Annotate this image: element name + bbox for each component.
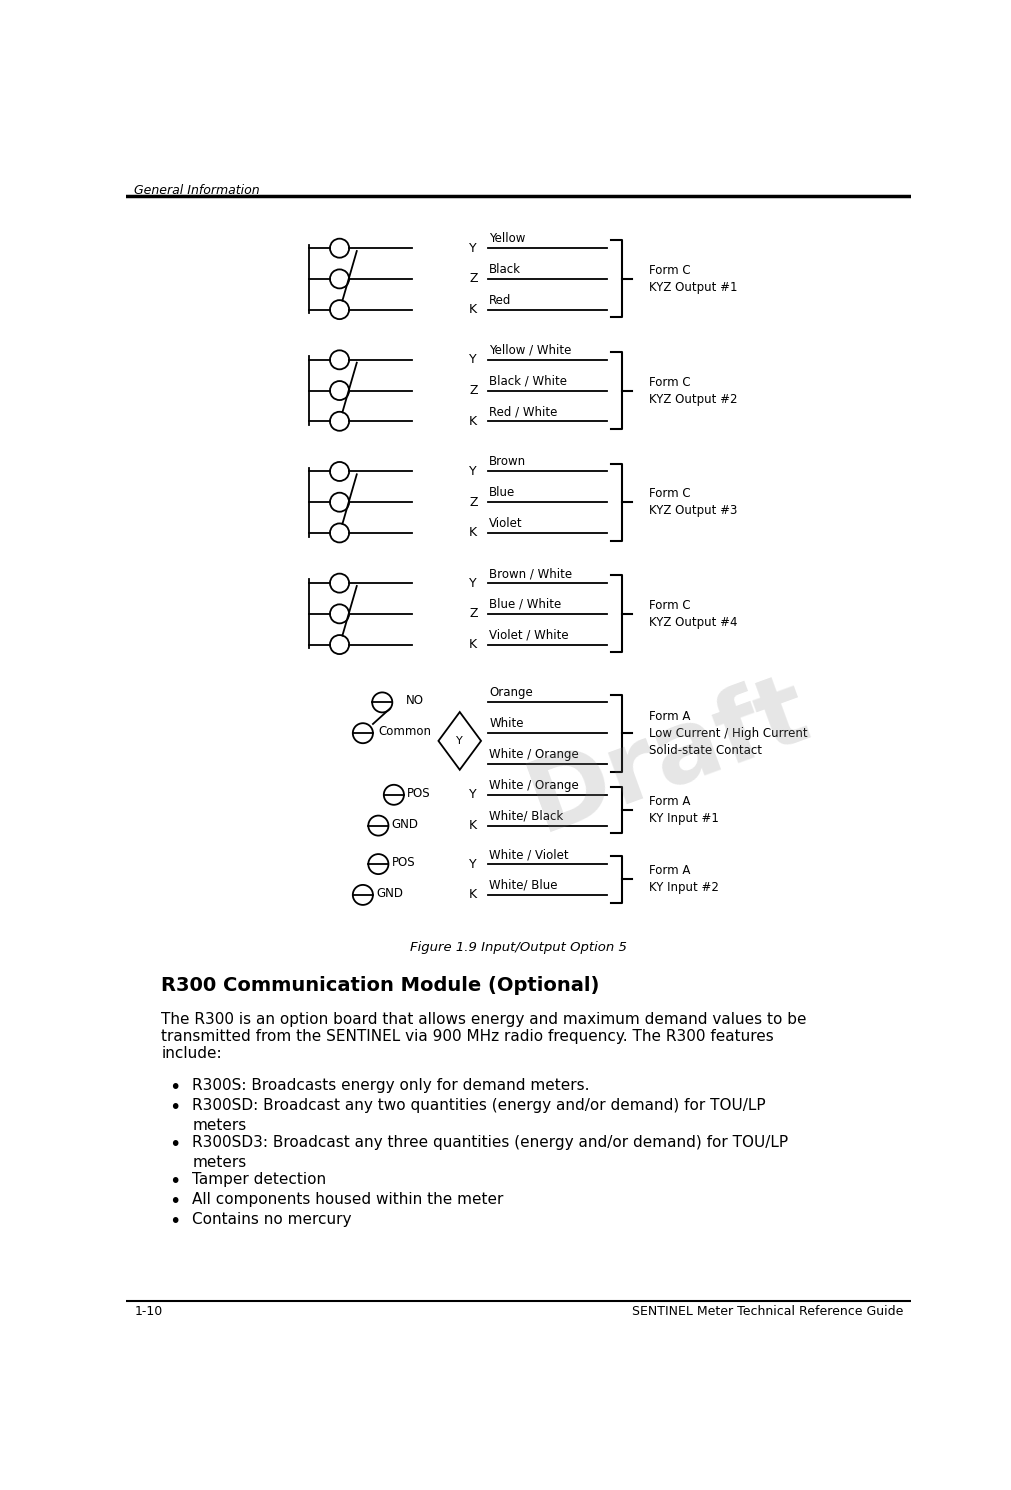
Text: Common: Common [378,726,431,738]
Text: Violet / White: Violet / White [488,629,568,642]
Text: Yellow: Yellow [488,232,525,244]
Text: Y: Y [468,353,476,367]
Text: Form A
KY Input #1: Form A KY Input #1 [648,796,718,825]
Text: White / Violet: White / Violet [488,848,568,861]
Text: Tamper detection: Tamper detection [192,1173,327,1188]
Text: SENTINEL Meter Technical Reference Guide: SENTINEL Meter Technical Reference Guide [631,1305,902,1317]
Text: •: • [169,1098,180,1118]
Text: White / Orange: White / Orange [488,748,578,761]
Text: Orange: Orange [488,687,533,699]
Text: Blue: Blue [488,486,515,499]
Text: Brown / White: Brown / White [488,568,572,580]
Text: include:: include: [161,1046,221,1061]
Text: The R300 is an option board that allows energy and maximum demand values to be: The R300 is an option board that allows … [161,1012,806,1027]
Text: R300SD3: Broadcast any three quantities (energy and/or demand) for TOU/LP: R300SD3: Broadcast any three quantities … [192,1135,788,1150]
Text: Black: Black [488,262,521,276]
Text: K: K [468,302,477,316]
Text: White/ Blue: White/ Blue [488,879,557,893]
Text: Form A
Low Current / High Current
Solid-state Contact: Form A Low Current / High Current Solid-… [648,709,807,757]
Text: Form C
KYZ Output #2: Form C KYZ Output #2 [648,375,737,405]
Text: White/ Black: White/ Black [488,809,563,822]
Text: meters: meters [192,1118,247,1134]
Text: POS: POS [406,787,431,800]
Text: K: K [468,638,477,651]
Text: GND: GND [376,887,402,900]
Text: •: • [169,1079,180,1097]
Text: Z: Z [468,496,477,508]
Text: K: K [468,414,477,428]
Text: White: White [488,717,523,730]
Text: •: • [169,1173,180,1191]
Text: transmitted from the SENTINEL via 900 MHz radio frequency. The R300 features: transmitted from the SENTINEL via 900 MH… [161,1030,773,1044]
Text: Y: Y [468,241,476,255]
Text: Draft: Draft [516,662,822,852]
Text: Form C
KYZ Output #3: Form C KYZ Output #3 [648,487,736,517]
Text: •: • [169,1192,180,1211]
Text: Y: Y [468,788,476,802]
Text: Blue / White: Blue / White [488,597,561,611]
Text: R300 Communication Module (Optional): R300 Communication Module (Optional) [161,976,600,995]
Text: Violet: Violet [488,517,523,530]
Text: R300SD: Broadcast any two quantities (energy and/or demand) for TOU/LP: R300SD: Broadcast any two quantities (en… [192,1098,765,1113]
Text: K: K [468,526,477,539]
Text: Z: Z [468,273,477,286]
Text: POS: POS [391,857,415,869]
Text: Form C
KYZ Output #4: Form C KYZ Output #4 [648,599,737,629]
Text: Y: Y [468,465,476,478]
Text: K: K [468,888,477,901]
Text: Red / White: Red / White [488,405,557,419]
Text: Y: Y [468,577,476,590]
Text: Form C
KYZ Output #1: Form C KYZ Output #1 [648,264,737,294]
Text: Brown: Brown [488,456,526,468]
Text: Form A
KY Input #2: Form A KY Input #2 [648,864,718,894]
Text: White / Orange: White / Orange [488,779,578,791]
Text: Y: Y [456,736,463,746]
Text: meters: meters [192,1155,247,1170]
Text: Figure 1.9 Input/Output Option 5: Figure 1.9 Input/Output Option 5 [409,942,627,954]
Text: R300S: Broadcasts energy only for demand meters.: R300S: Broadcasts energy only for demand… [192,1079,589,1094]
Text: Z: Z [468,384,477,396]
Text: Black / White: Black / White [488,374,566,387]
Text: K: K [468,820,477,831]
Text: NO: NO [405,694,423,708]
Text: Y: Y [468,858,476,870]
Text: Yellow / White: Yellow / White [488,344,571,356]
Text: GND: GND [391,818,419,830]
Text: Red: Red [488,294,512,307]
Text: Z: Z [468,608,477,620]
Text: 1-10: 1-10 [134,1305,163,1317]
Text: •: • [169,1213,180,1231]
Text: Contains no mercury: Contains no mercury [192,1213,352,1228]
Text: General Information: General Information [134,185,260,197]
Text: All components housed within the meter: All components housed within the meter [192,1192,503,1207]
Text: •: • [169,1135,180,1155]
